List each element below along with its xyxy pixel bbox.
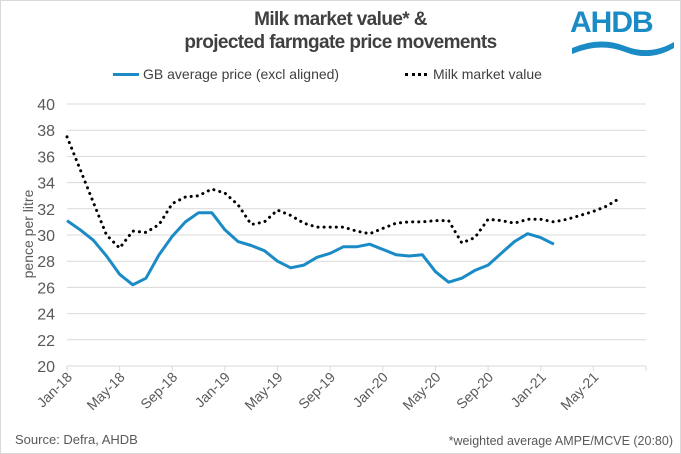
footnote: *weighted average AMPE/MCVE (20:80): [448, 434, 673, 448]
y-tick-label: 30: [37, 228, 55, 245]
y-tick-label: 32: [37, 202, 55, 219]
x-tick-label: Jan-21: [507, 369, 549, 411]
ahdb-logo: AHDB: [570, 6, 676, 56]
chart-title-line-2: projected farmgate price movements: [184, 32, 497, 53]
y-tick-label: 20: [37, 359, 55, 376]
legend-label: GB average price (excl aligned): [143, 66, 340, 82]
logo-wave-icon: [572, 41, 674, 56]
x-tick-label: Sep-19: [295, 369, 338, 412]
x-tick-label: Jan-19: [191, 369, 233, 411]
y-tick-label: 28: [37, 254, 55, 271]
series-line-milk-market-value: [65, 135, 622, 250]
chart-title-line-1: Milk market value* &: [254, 9, 427, 30]
logo-text: AHDB: [570, 6, 654, 39]
legend-item-gb-average: GB average price (excl aligned): [113, 66, 339, 82]
y-tick-label: 34: [37, 176, 55, 193]
legend-label: Milk market value: [433, 66, 542, 82]
x-tick-label: May-19: [241, 369, 285, 413]
x-tick-label: Sep-18: [137, 369, 180, 412]
series-line-gb-average-price: [66, 211, 555, 287]
x-tick-label: May-20: [399, 369, 443, 413]
x-tick-label: May-18: [83, 369, 127, 413]
y-tick-label: 22: [37, 333, 55, 350]
legend-item-milk-market-value: Milk market value: [405, 66, 542, 82]
x-tick-label: May-21: [557, 369, 601, 413]
y-tick-label: 36: [37, 149, 55, 166]
legend-solid-line-icon: [113, 72, 139, 76]
y-tick-label: 26: [37, 280, 55, 297]
y-tick-label: 24: [37, 307, 55, 324]
source-note: Source: Defra, AHDB: [15, 432, 138, 447]
x-tick-label: Sep-20: [453, 369, 496, 412]
x-tick-label: Jan-20: [349, 369, 391, 411]
legend-dotted-line-icon: [405, 72, 427, 76]
y-tick-label: 40: [37, 97, 55, 114]
y-tick-label: 38: [37, 123, 55, 140]
chart-legend: GB average price (excl aligned) Milk mar…: [0, 66, 681, 86]
